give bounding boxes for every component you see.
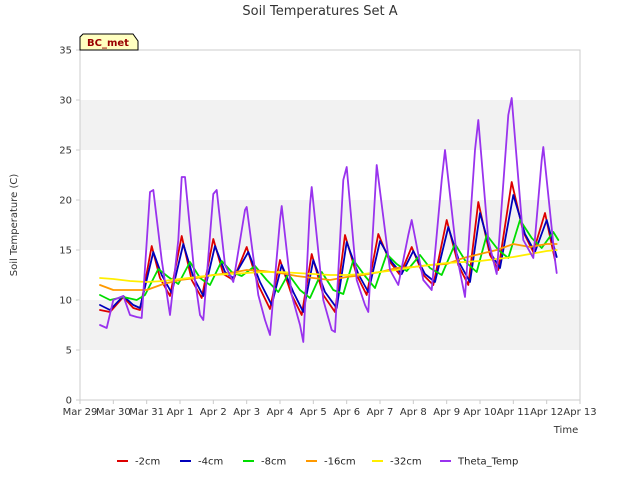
x-tick-label: Apr 11 [497, 407, 530, 418]
station-label: BC_met [87, 38, 129, 49]
x-tick-label: Apr 13 [563, 407, 596, 418]
plot-area-border [79, 49, 581, 401]
series-line-thetatemp [99, 97, 558, 343]
y-tick-label: 20 [59, 196, 72, 207]
grid-band [80, 150, 580, 200]
legend-item: -32cm [372, 457, 422, 468]
x-tick-label: Apr 8 [400, 407, 427, 418]
grid-band [80, 100, 580, 150]
grid-band [80, 350, 580, 400]
x-tick-label: Mar 29 [63, 407, 98, 418]
legend-item: -8cm [243, 457, 286, 468]
chart-title: Soil Temperatures Set A [242, 4, 397, 19]
x-tick-label: Apr 5 [300, 407, 327, 418]
x-tick-label: Apr 3 [233, 407, 260, 418]
x-tick-label: Mar 30 [96, 407, 131, 418]
legend-item: -4cm [180, 457, 223, 468]
y-axis-ticks: 0 5 10 15 20 25 30 35 [59, 46, 80, 407]
grid-band [80, 50, 580, 100]
x-tick-label: Apr 9 [433, 407, 460, 418]
legend-item: -2cm [117, 457, 160, 468]
x-tick-label: Mar 31 [129, 407, 164, 418]
legend-label: -16cm [324, 457, 356, 468]
grid-band [80, 200, 580, 250]
legend-label: Theta_Temp [457, 457, 518, 468]
legend-label: -8cm [261, 457, 286, 468]
x-tick-label: Apr 7 [367, 407, 394, 418]
x-tick-label: Apr 10 [463, 407, 496, 418]
x-tick-label: Apr 1 [167, 407, 194, 418]
y-axis-label: Soil Temperature (C) [9, 174, 20, 277]
y-tick-label: 15 [59, 246, 72, 257]
y-tick-label: 25 [59, 146, 72, 157]
series-line-8cm [99, 219, 560, 301]
y-tick-label: 0 [66, 396, 72, 407]
x-axis-label: Time [553, 425, 578, 436]
series-lines [99, 97, 560, 343]
grid-bands [80, 50, 580, 400]
x-tick-label: Apr 4 [267, 407, 294, 418]
y-tick-label: 30 [59, 96, 72, 107]
x-tick-label: Apr 12 [530, 407, 563, 418]
legend-label: -4cm [198, 457, 223, 468]
legend-label: -2cm [135, 457, 160, 468]
x-tick-label: Apr 6 [333, 407, 360, 418]
station-label-box: BC_met [79, 33, 139, 51]
y-tick-label: 5 [66, 346, 72, 357]
y-tick-label: 35 [59, 46, 72, 57]
legend-item: -16cm [306, 457, 356, 468]
legend-label: -32cm [390, 457, 422, 468]
y-tick-label: 10 [59, 296, 72, 307]
legend: -2cm -4cm -8cm -16cm -32cm Theta_Temp [117, 457, 518, 468]
legend-item: Theta_Temp [440, 457, 518, 468]
x-tick-label: Apr 2 [200, 407, 227, 418]
